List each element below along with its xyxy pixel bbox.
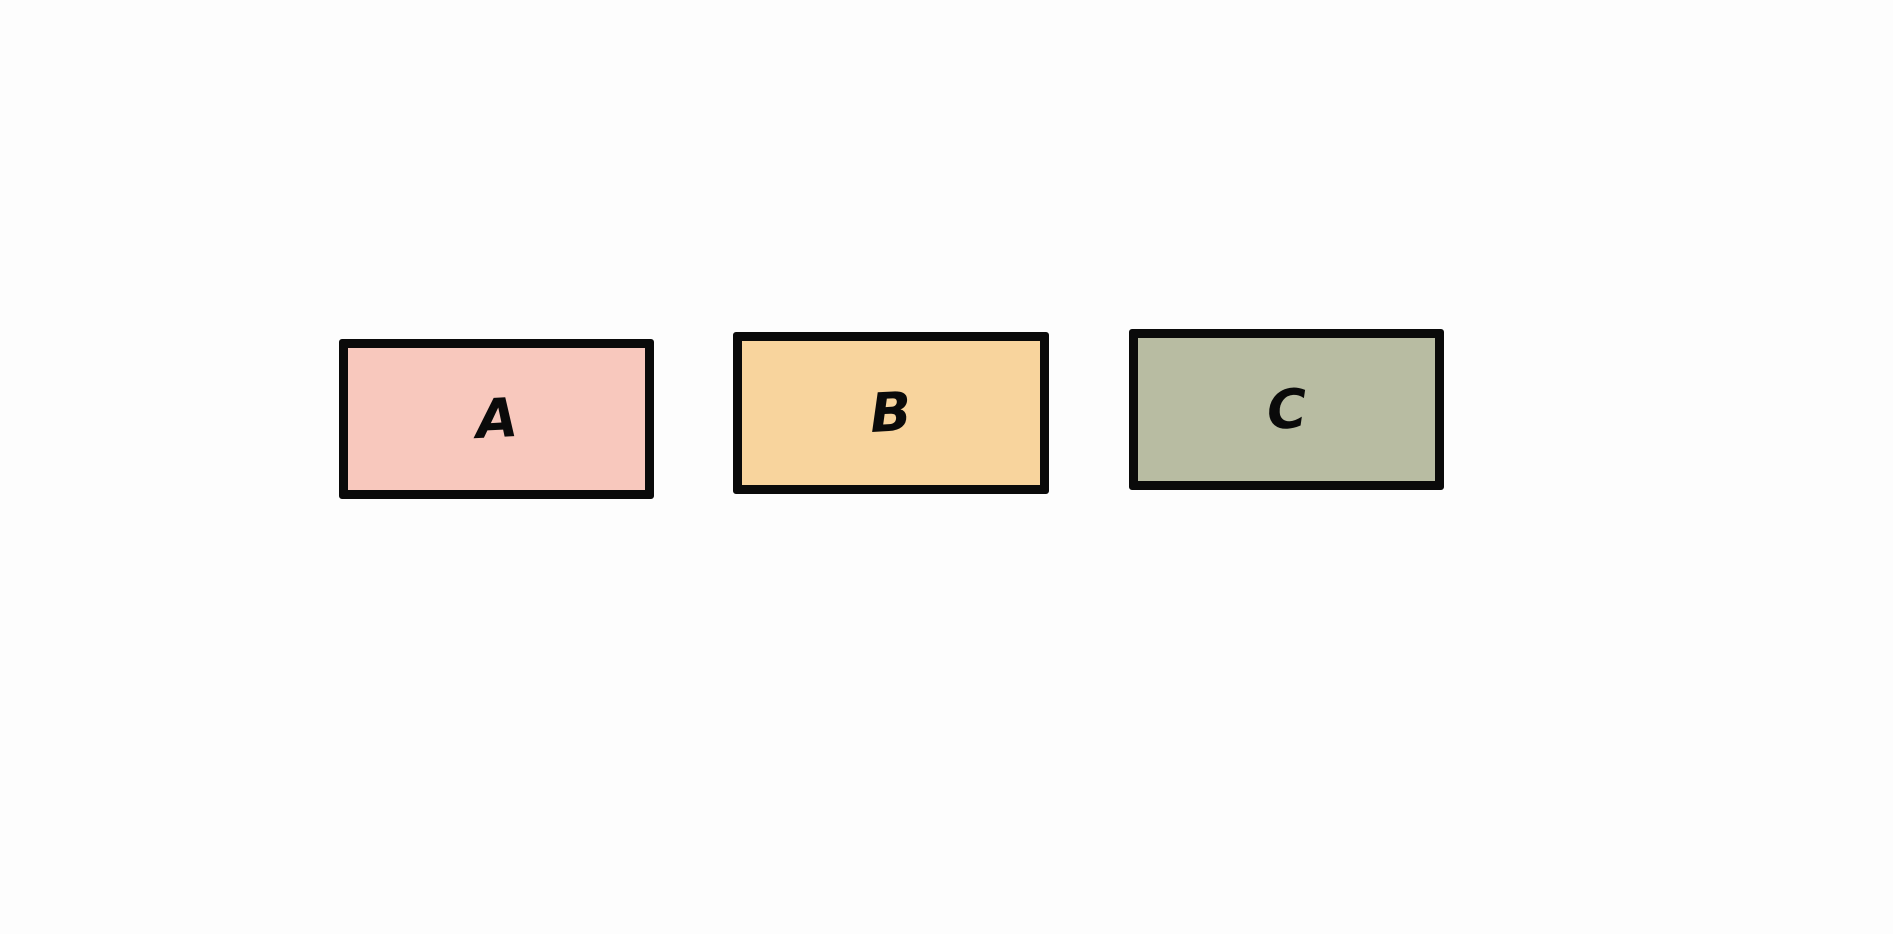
box-c-label: C <box>1265 376 1308 442</box>
box-b-label: B <box>868 379 914 446</box>
box-a[interactable]: A <box>339 339 654 499</box>
box-b[interactable]: B <box>733 332 1049 494</box>
box-a-label: A <box>473 385 519 452</box>
box-c[interactable]: C <box>1129 329 1444 490</box>
